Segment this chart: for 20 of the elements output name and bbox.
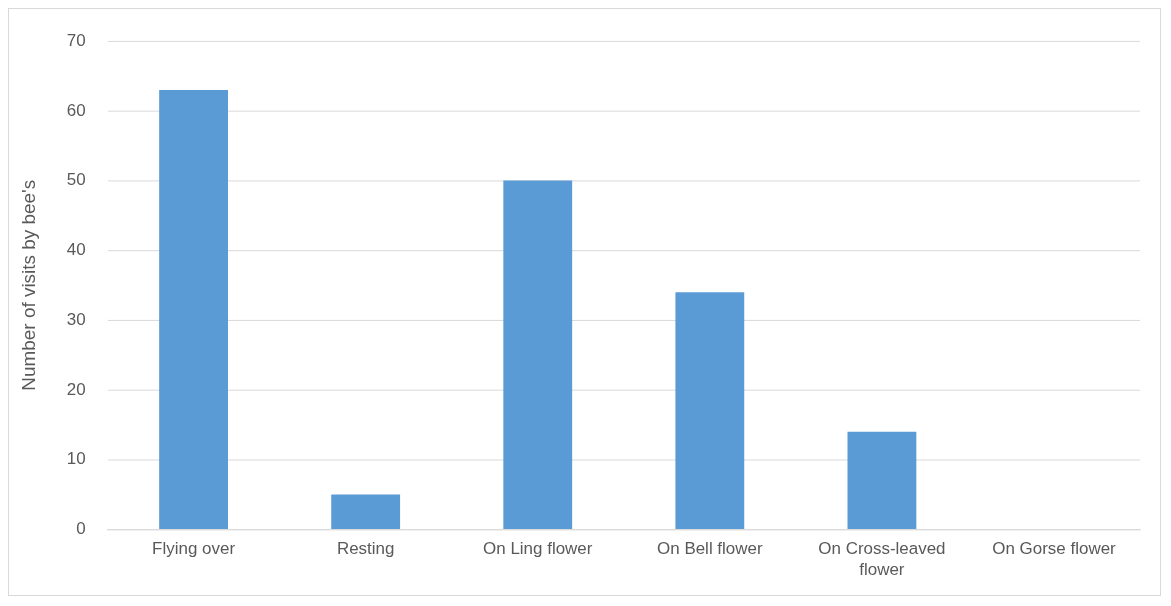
y-tick-label: 0 xyxy=(76,519,86,539)
y-tick-label: 10 xyxy=(66,449,86,469)
y-tick-label: 70 xyxy=(66,30,86,50)
bar xyxy=(503,180,573,529)
bar xyxy=(159,89,228,529)
y-tick-label: 50 xyxy=(66,170,86,190)
y-tick-label: 20 xyxy=(66,379,86,399)
x-tick-label: On Gorse flower xyxy=(992,539,1117,559)
bar xyxy=(847,431,917,529)
y-tick-label: 60 xyxy=(66,100,86,120)
y-tick-label: 40 xyxy=(66,240,86,260)
x-tick-label: Flying over xyxy=(152,539,236,559)
x-tick-label: On Cross-leaved flower xyxy=(818,539,946,579)
y-tick-label: 30 xyxy=(66,309,86,329)
y-axis-title: Number of visits by bee's xyxy=(17,179,39,391)
x-tick-label: Resting xyxy=(336,539,395,559)
bar xyxy=(675,292,745,529)
bar xyxy=(331,494,401,529)
x-tick-label: On Ling flower xyxy=(483,539,593,559)
x-tick-label: On Bell flower xyxy=(657,539,763,559)
